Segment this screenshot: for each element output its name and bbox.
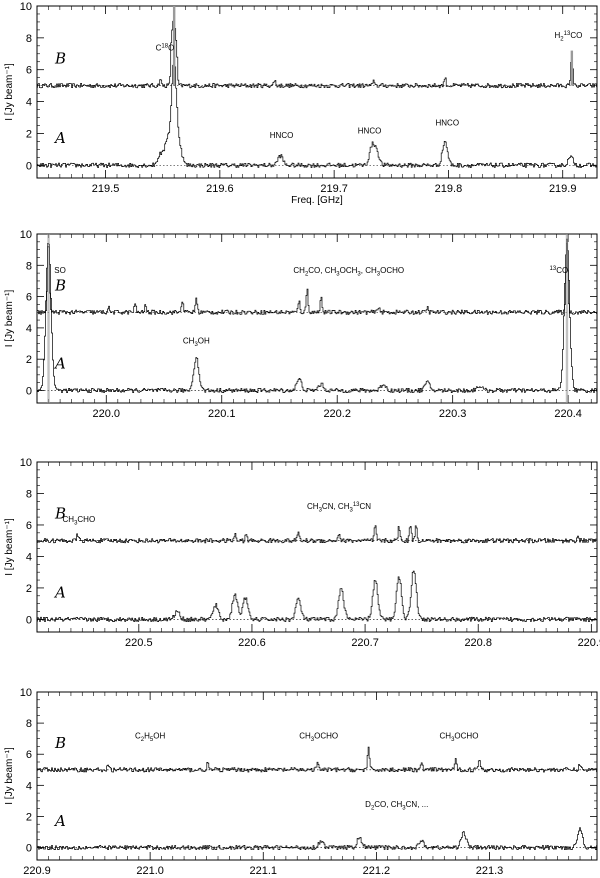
y-tick-label: 10 <box>20 457 32 469</box>
line-annotation: CH3CHO <box>63 515 96 527</box>
plot-frame <box>36 233 598 404</box>
series-label-A: A <box>53 583 66 601</box>
plot-frame <box>36 461 598 633</box>
x-tick-label: 220.3 <box>439 408 467 420</box>
x-tick-label: 221.0 <box>136 865 164 877</box>
y-tick-label: 4 <box>26 97 32 109</box>
x-tick-label: 219.7 <box>320 183 348 195</box>
x-tick-label: 221.3 <box>476 865 504 877</box>
y-tick-label: 0 <box>26 160 32 172</box>
line-shading <box>565 234 569 403</box>
line-shading <box>570 50 574 86</box>
x-tick-label: 219.9 <box>549 183 577 195</box>
spectrum-line-A <box>37 827 597 851</box>
x-tick-label: 220.0 <box>93 408 121 420</box>
line-annotation: HNCO <box>358 126 382 135</box>
x-tick-label: 219.8 <box>435 183 463 195</box>
y-tick-label: 10 <box>20 687 32 699</box>
y-tick-label: 6 <box>26 65 32 77</box>
x-tick-label: 221.1 <box>249 865 277 877</box>
spectrum-panel-1: 0 2 4 6 8 10 219.5 219.6 219.7 219.8 219.9 I [Jy be… <box>4 1 598 206</box>
plot-frame <box>36 5 598 179</box>
y-tick-label: 6 <box>26 749 32 761</box>
x-tick-label: 220.1 <box>208 408 236 420</box>
line-annotation: CH2CO, CH3OCH3, CH3OCHO <box>293 266 404 278</box>
x-tick-label: 219.6 <box>206 183 234 195</box>
y-tick-label: 10 <box>20 1 32 13</box>
series-label-A: A <box>53 812 66 830</box>
line-shading <box>47 234 50 403</box>
line-annotation: C18O <box>156 44 175 53</box>
y-axis-label: I [Jy beam⁻¹] <box>4 747 15 805</box>
line-annotation: HNCO <box>436 118 460 127</box>
series-label-B: B <box>54 505 66 523</box>
series-label-B: B <box>54 276 66 294</box>
x-axis-label: Freq. [GHz] <box>291 195 343 206</box>
y-tick-label: 8 <box>26 33 32 45</box>
line-annotation: CH3CN, CH313CN <box>307 502 371 514</box>
plot-frame <box>36 691 598 861</box>
spectrum-line-A <box>37 243 597 394</box>
x-tick-label: 220.4 <box>554 408 582 420</box>
spectrum-panel-3: 0 2 4 6 8 10 220.5 220.6 220.7 220.8 220.9 I [Jy be… <box>4 457 600 649</box>
y-tick-label: 4 <box>26 780 32 792</box>
line-annotation: CH3OCHO <box>440 732 479 744</box>
x-tick-label: 220.8 <box>464 637 492 649</box>
y-axis-label: I [Jy beam⁻¹] <box>4 63 15 121</box>
y-tick-label: 10 <box>20 229 32 241</box>
spectrum-line-A <box>37 58 597 168</box>
y-axis-label: I [Jy beam⁻¹] <box>4 290 15 348</box>
y-tick-label: 2 <box>26 811 32 823</box>
x-tick-label: 220.7 <box>351 637 379 649</box>
y-tick-label: 2 <box>26 354 32 366</box>
x-tick-label: 220.9 <box>23 865 51 877</box>
series-label-A: A <box>53 355 66 373</box>
spectrum-line-B <box>37 746 597 773</box>
y-tick-label: 2 <box>26 583 32 595</box>
y-tick-label: 0 <box>26 385 32 397</box>
y-tick-label: 4 <box>26 323 32 335</box>
line-annotation: CH3OCHO <box>299 732 338 744</box>
line-annotation: C2H5OH <box>135 732 165 744</box>
y-tick-label: 6 <box>26 292 32 304</box>
y-tick-label: 8 <box>26 260 32 272</box>
y-tick-label: 0 <box>26 614 32 626</box>
line-annotation: HNCO <box>270 131 294 140</box>
spectrum-line-B <box>37 525 597 544</box>
y-tick-label: 0 <box>26 843 32 855</box>
y-axis-label: I [Jy beam⁻¹] <box>4 518 15 576</box>
line-shading <box>172 6 176 86</box>
y-tick-label: 8 <box>26 488 32 500</box>
spectrum-panel-4: 0 2 4 6 8 10 220.9 221.0 221.1 221.2 221.3 I [Jy be… <box>4 687 598 877</box>
x-tick-label: 220.5 <box>125 637 153 649</box>
y-tick-label: 8 <box>26 718 32 730</box>
spectrum-line-A <box>37 570 597 622</box>
x-tick-label: 220.6 <box>238 637 266 649</box>
series-label-B: B <box>54 49 66 67</box>
x-tick-label: 221.2 <box>363 865 391 877</box>
series-label-A: A <box>53 129 66 147</box>
spectrum-line-B <box>37 238 597 315</box>
line-annotation: SO <box>54 266 66 275</box>
x-tick-label: 220.2 <box>323 408 351 420</box>
line-annotation: 13CO <box>550 266 569 275</box>
x-tick-label: 219.5 <box>92 183 120 195</box>
line-annotation: H213CO <box>555 31 583 43</box>
x-tick-label: 220.9 <box>578 637 600 649</box>
spectrum-panel-2: 0 2 4 6 8 10 220.0 220.1 220.2 220.3 220.4 I [Jy be… <box>4 229 598 420</box>
line-annotation: CH3OH <box>183 337 210 349</box>
y-tick-label: 2 <box>26 128 32 140</box>
spectrum-line-B <box>37 5 597 89</box>
y-tick-label: 4 <box>26 551 32 563</box>
y-tick-label: 6 <box>26 520 32 532</box>
line-annotation: D2CO, CH3CN, ... <box>365 800 428 812</box>
series-label-B: B <box>54 734 66 752</box>
